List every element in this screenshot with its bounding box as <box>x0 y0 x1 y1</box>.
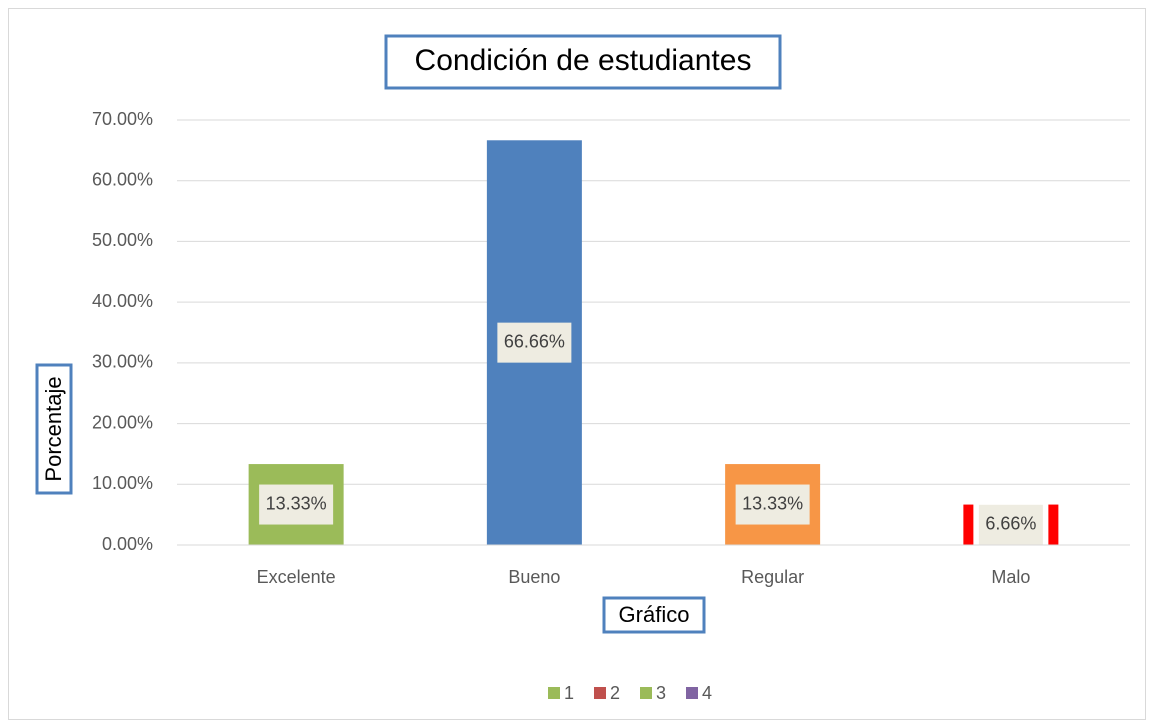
title-box <box>384 34 782 90</box>
legend-label: 2 <box>610 683 620 703</box>
legend-swatch <box>640 687 652 699</box>
y-tick-label: 0.00% <box>102 534 153 554</box>
y-tick-label: 40.00% <box>92 291 153 311</box>
chart-title: Condición de estudiantes <box>415 44 752 77</box>
y-tick-label: 70.00% <box>92 109 153 129</box>
x-label-box <box>602 596 706 634</box>
y-tick-label: 50.00% <box>92 230 153 250</box>
data-label: 13.33% <box>266 493 327 513</box>
legend-swatch <box>686 687 698 699</box>
x-tick-label: Regular <box>741 567 804 587</box>
x-axis-label: Gráfico <box>619 602 690 627</box>
data-label-box <box>259 484 334 525</box>
bar-edge <box>963 504 974 545</box>
data-label: 13.33% <box>742 493 803 513</box>
y-axis-label: Porcentaje <box>41 376 66 481</box>
y-label-box <box>35 363 73 495</box>
y-tick-label: 60.00% <box>92 169 153 189</box>
legend-swatch <box>548 687 560 699</box>
bar-edge <box>1048 504 1059 545</box>
y-tick-label: 30.00% <box>92 352 153 372</box>
x-tick-label: Bueno <box>508 567 560 587</box>
x-tick-label: Malo <box>991 567 1030 587</box>
data-label: 66.66% <box>504 331 565 351</box>
data-label: 6.66% <box>985 514 1036 534</box>
legend-label: 1 <box>564 683 574 703</box>
data-label-box <box>978 504 1043 545</box>
data-label-box <box>735 484 810 525</box>
legend-label: 4 <box>702 683 712 703</box>
legend-swatch <box>594 687 606 699</box>
legend-label: 3 <box>656 683 666 703</box>
y-tick-label: 10.00% <box>92 473 153 493</box>
data-label-box <box>497 322 572 363</box>
x-tick-label: Excelente <box>257 567 336 587</box>
y-tick-label: 20.00% <box>92 412 153 432</box>
